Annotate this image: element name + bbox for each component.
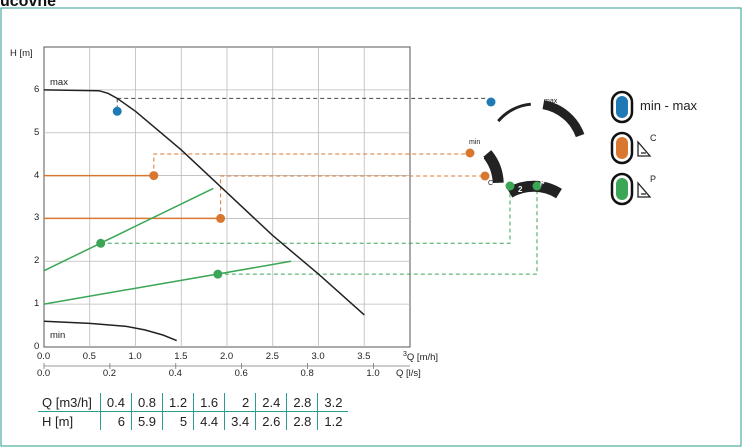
y-tick-label: 1 (34, 298, 39, 309)
dial-roman-2: II (480, 156, 484, 165)
speed-dial: III123 (466, 98, 581, 195)
legend-label-p: P (650, 174, 656, 184)
x-tick-label-ls: 1.0 (366, 368, 379, 379)
x-tick-label-ls: 0.2 (103, 368, 116, 379)
q-cell: 0.8 (131, 393, 162, 412)
legend-swatch-2 (616, 178, 628, 200)
q-cell: 2 (225, 393, 256, 412)
dial-point-p1 (506, 182, 515, 191)
dial-p-label: P (540, 181, 545, 188)
x-tick-label-m3h: 3.0 (312, 351, 325, 362)
y-tick-label: 6 (34, 84, 39, 95)
x-tick-label-m3h: 0.5 (83, 351, 96, 362)
x-tick-label-m3h: 0.0 (37, 351, 50, 362)
dial-max-label: max (544, 98, 557, 105)
dial-arc-max (543, 105, 580, 136)
h-cell: 3.4 (225, 412, 256, 431)
x-tick-label-ls: 0.6 (235, 368, 248, 379)
x-axis-label-top: 3Q [m/h] (403, 351, 438, 363)
x-tick-label-ls: 0.4 (169, 368, 182, 379)
dial-num-1: 1 (498, 182, 503, 191)
h-header: H [m] (38, 412, 100, 431)
h-cell: 4.4 (194, 412, 225, 431)
h-row: H [m] 6 5.9 5 4.4 3.4 2.6 2.8 1.2 (38, 412, 348, 431)
y-tick-label: 2 (34, 255, 39, 266)
data-point-4 (213, 270, 222, 279)
y-tick-label: 5 (34, 127, 39, 138)
data-point-1 (149, 171, 158, 180)
x-tick-label-ls: 0.0 (37, 368, 50, 379)
q-cell: 0.4 (100, 393, 131, 412)
dial-min-label: min (469, 139, 480, 146)
h-cell: 2.8 (287, 412, 318, 431)
data-point-2 (216, 214, 225, 223)
x-tick-label-ls: 0.8 (301, 368, 314, 379)
h-cell: 2.6 (256, 412, 287, 431)
x-tick-label-m3h: 1.0 (129, 351, 142, 362)
curve-label-min: min (50, 330, 65, 341)
dial-point-c1 (466, 149, 475, 158)
h-cell: 5.9 (131, 412, 162, 431)
curve-label-max: max (50, 77, 68, 88)
x-tick-label-m3h: 2.0 (220, 351, 233, 362)
x-tick-label-m3h: 1.5 (174, 351, 187, 362)
h-cell: 5 (163, 412, 194, 431)
x-axis-label-bottom: Q [l/s] (396, 368, 421, 379)
x-tick-label-m3h: 2.5 (266, 351, 279, 362)
y-tick-label: 4 (34, 170, 39, 181)
legend-swatch-1 (616, 137, 628, 159)
legend-label-c: C (650, 133, 657, 143)
y-axis-label: H [m] (10, 48, 33, 59)
chart-grid (44, 47, 410, 369)
h-cell: 6 (100, 412, 131, 431)
x-tick-label-m3h: 3.5 (357, 351, 370, 362)
q-row: Q [m3/h] 0.4 0.8 1.2 1.6 2 2.4 2.8 3.2 (38, 393, 348, 412)
dial-arc-thin (498, 104, 531, 121)
q-cell: 2.8 (287, 393, 318, 412)
legend-mode-icon-2 (638, 183, 650, 197)
legend-mode-icon-1 (638, 142, 650, 156)
q-header: Q [m3/h] (38, 393, 100, 412)
dial-point-max (487, 98, 496, 107)
data-point-0 (113, 107, 122, 116)
h-cell: 1.2 (318, 412, 349, 431)
q-cell: 1.6 (194, 393, 225, 412)
legend-label-minmax: min - max (640, 98, 697, 113)
q-cell: 3.2 (318, 393, 349, 412)
legend-swatch-0 (616, 96, 628, 118)
dial-num-2: 2 (518, 185, 523, 194)
q-cell: 2.4 (256, 393, 287, 412)
data-point-3 (96, 239, 105, 248)
y-tick-label: 3 (34, 212, 39, 223)
dial-c-label: C (488, 180, 493, 187)
q-cell: 1.2 (163, 393, 194, 412)
